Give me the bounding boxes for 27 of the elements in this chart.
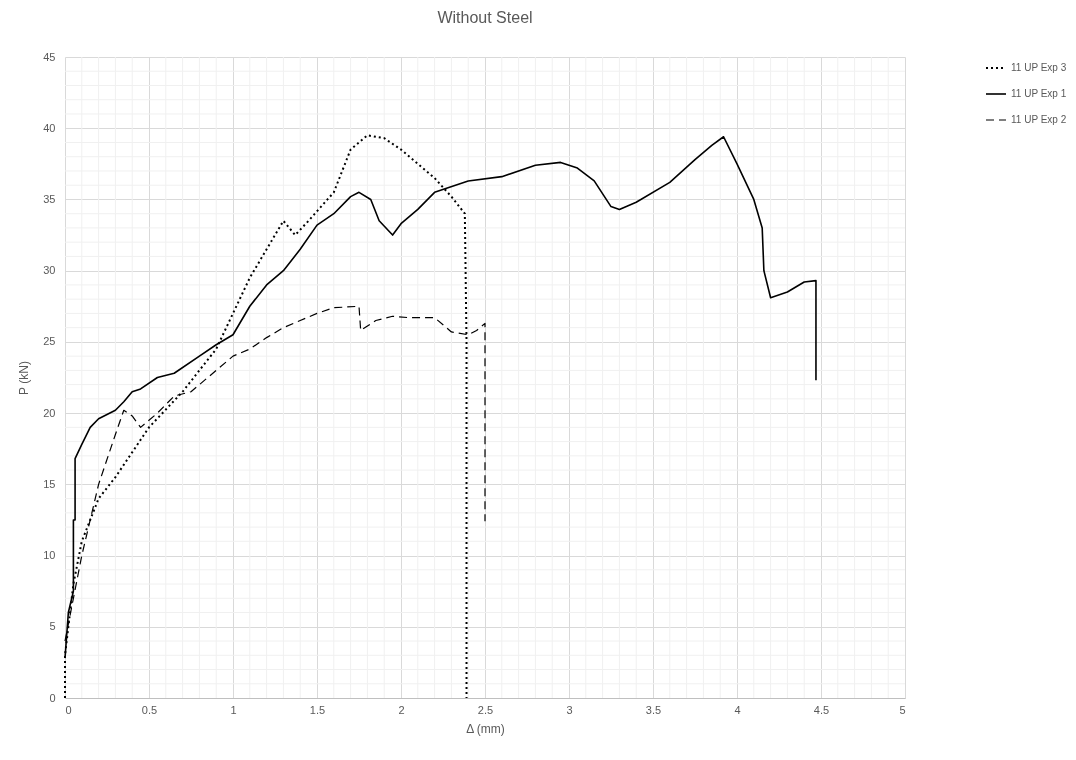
x-tick-label: 5 [899, 703, 906, 716]
x-tick-label: 0 [65, 703, 72, 716]
y-tick-label: 10 [43, 549, 56, 562]
x-tick-label: 4.5 [813, 703, 830, 716]
x-tick-label: 1 [230, 703, 237, 716]
y-tick-label: 5 [49, 620, 56, 633]
x-tick-label: 2 [398, 703, 405, 716]
x-tick-label: 1.5 [309, 703, 326, 716]
y-tick-label: 40 [43, 121, 56, 134]
chart-title: Without Steel [437, 9, 533, 26]
legend-label: 11 UP Exp 3 [1011, 62, 1067, 73]
legend-label: 11 UP Exp 1 [1011, 88, 1067, 99]
x-tick-label: 2.5 [477, 703, 494, 716]
y-tick-label: 35 [43, 192, 56, 205]
y-tick-label: 0 [49, 691, 56, 704]
x-tick-label: 4 [734, 703, 741, 716]
y-tick-label: 45 [43, 50, 56, 63]
y-tick-label: 20 [43, 406, 56, 419]
x-tick-label: 3.5 [645, 703, 662, 716]
x-axis-title: Δ (mm) [466, 721, 505, 736]
x-tick-label: 3 [566, 703, 573, 716]
x-tick-label: 0.5 [141, 703, 158, 716]
legend-label: 11 UP Exp 2 [1011, 114, 1067, 125]
y-tick-label: 15 [43, 477, 56, 490]
y-tick-label: 25 [43, 335, 56, 348]
y-axis-title: P (kN) [17, 361, 32, 395]
y-tick-label: 30 [43, 264, 56, 277]
